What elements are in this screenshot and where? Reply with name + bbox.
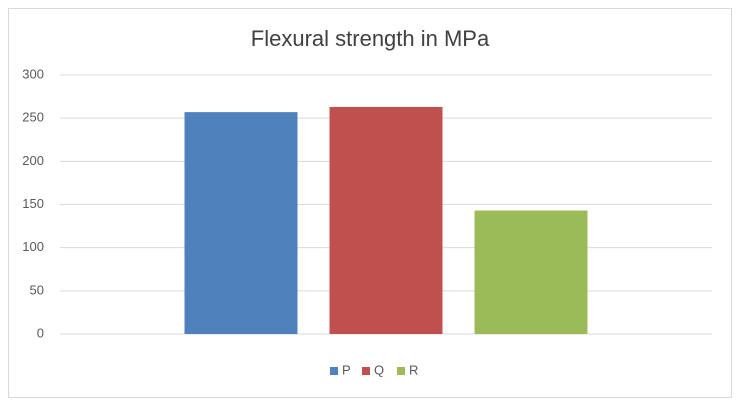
bar (184, 112, 298, 334)
legend-swatch (397, 367, 405, 375)
legend-label: R (409, 362, 418, 377)
chart-title: Flexural strength in MPa (251, 26, 490, 51)
bar (474, 210, 588, 334)
y-tick-label: 300 (22, 66, 44, 81)
y-tick-label: 0 (37, 325, 44, 340)
y-tick-label: 150 (22, 196, 44, 211)
bar (329, 106, 443, 335)
y-tick-label: 100 (22, 239, 44, 254)
y-tick-label: 200 (22, 153, 44, 168)
legend-label: P (342, 362, 351, 377)
y-tick-label: 250 (22, 110, 44, 125)
legend-swatch (362, 367, 370, 375)
legend-swatch (330, 367, 338, 375)
legend-label: Q (374, 362, 384, 377)
y-tick-label: 50 (30, 282, 44, 297)
